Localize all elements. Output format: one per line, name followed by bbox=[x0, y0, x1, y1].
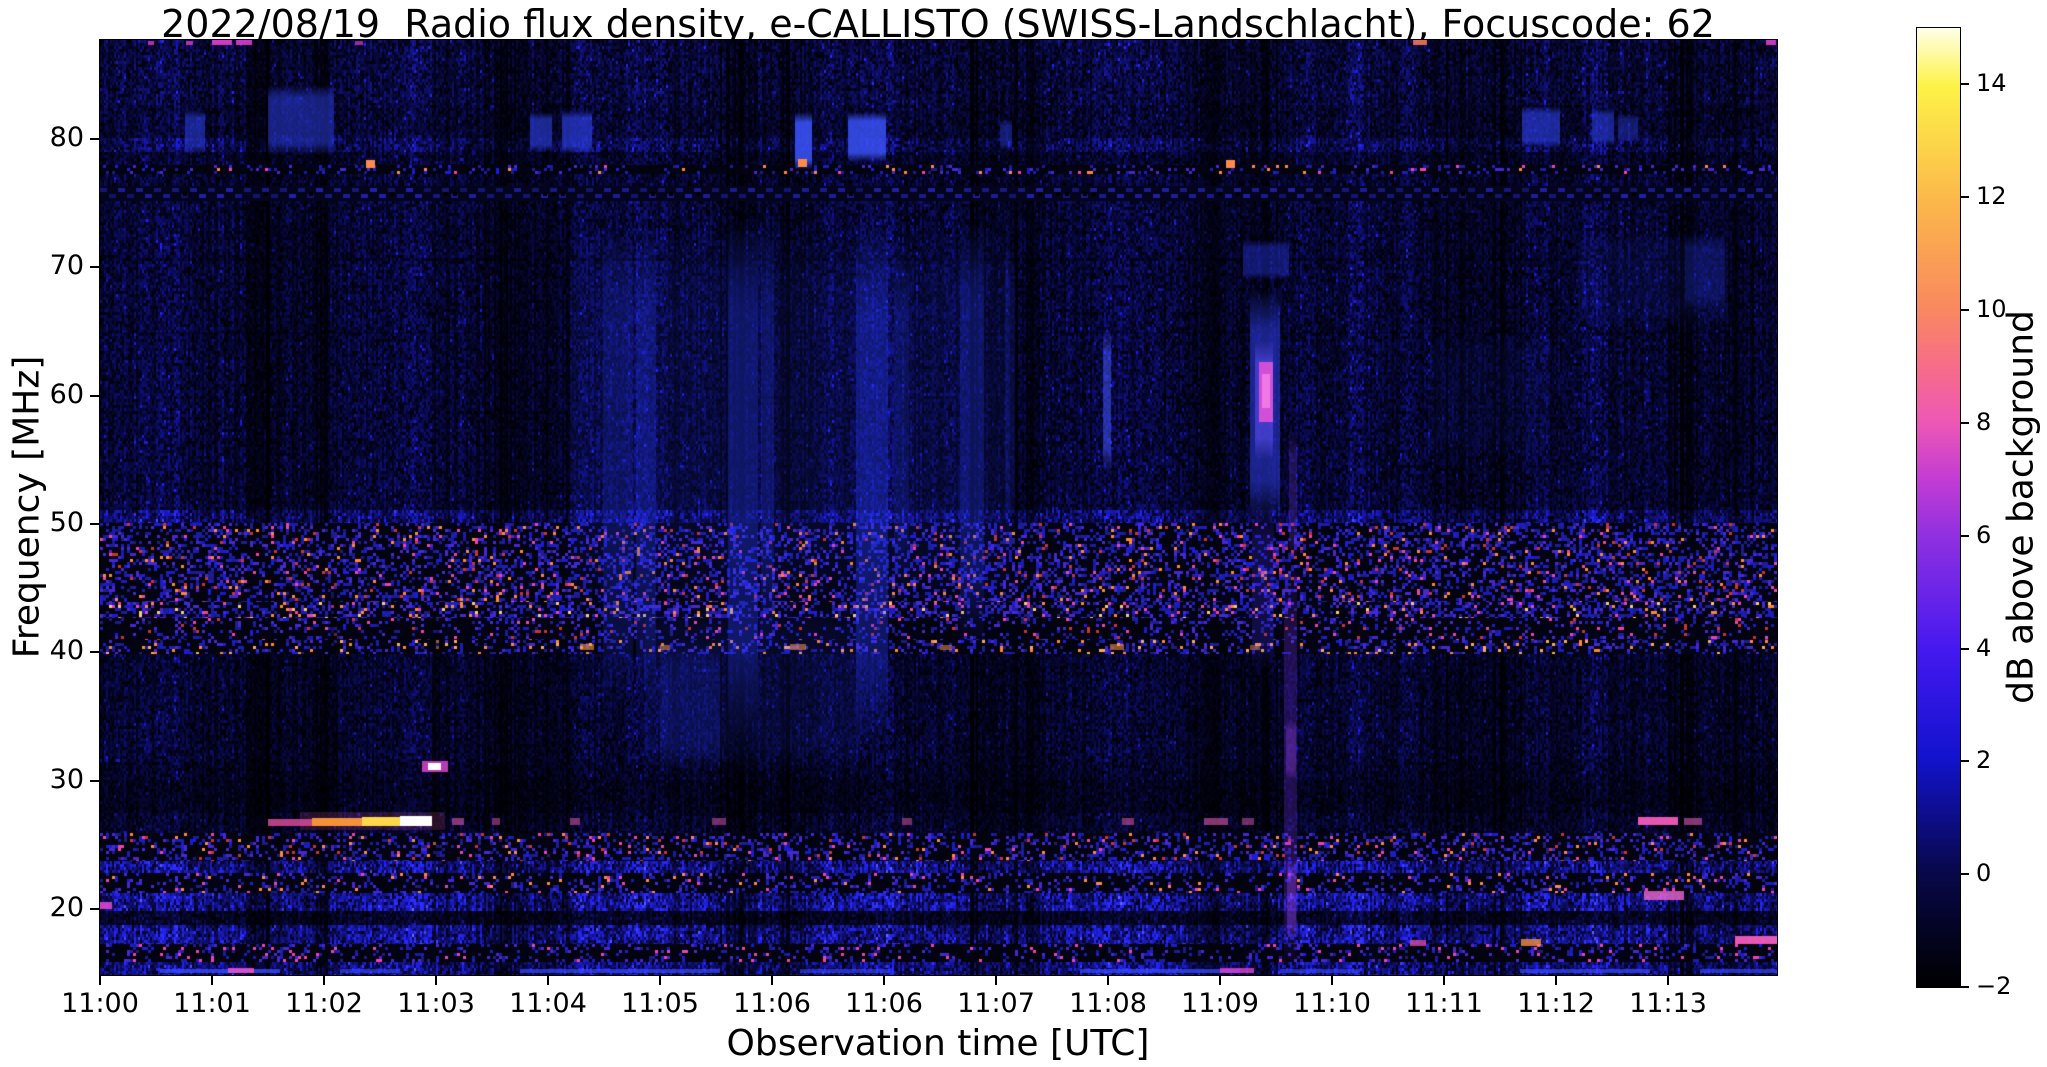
colorbar-tick-label: 8 bbox=[1976, 408, 1991, 436]
spectrogram-plot-area bbox=[99, 39, 1778, 976]
x-tick-label: 11:05 bbox=[621, 988, 699, 1019]
x-tick-mark bbox=[659, 976, 661, 985]
colorbar-tick-label: 6 bbox=[1976, 521, 1991, 549]
x-tick-mark bbox=[211, 976, 213, 985]
x-tick-mark bbox=[323, 976, 325, 985]
colorbar-tick-mark bbox=[1961, 196, 1969, 198]
colorbar-tick-mark bbox=[1961, 648, 1969, 650]
x-tick-mark bbox=[883, 976, 885, 985]
x-tick-mark bbox=[1555, 976, 1557, 985]
x-tick-label: 11:11 bbox=[1405, 988, 1483, 1019]
x-tick-label: 11:09 bbox=[1181, 988, 1259, 1019]
colorbar-tick-label: 4 bbox=[1976, 634, 1991, 662]
x-tick-label: 11:00 bbox=[61, 988, 139, 1019]
x-tick-mark bbox=[99, 976, 101, 985]
x-tick-mark bbox=[1331, 976, 1333, 985]
spectrogram-image bbox=[100, 40, 1777, 975]
colorbar-tick-mark bbox=[1961, 83, 1969, 85]
x-tick-mark bbox=[1667, 976, 1669, 985]
colorbar-tick-mark bbox=[1961, 309, 1969, 311]
y-tick-label: 70 bbox=[0, 250, 84, 281]
y-tick-mark bbox=[90, 266, 99, 268]
colorbar bbox=[1916, 27, 1961, 988]
x-tick-label: 11:07 bbox=[957, 988, 1035, 1019]
y-tick-label: 60 bbox=[0, 379, 84, 410]
y-tick-mark bbox=[90, 780, 99, 782]
x-tick-label: 11:02 bbox=[285, 988, 363, 1019]
colorbar-tick-mark bbox=[1961, 873, 1969, 875]
spectrogram-figure: 2022/08/19 Radio flux density, e-CALLIST… bbox=[0, 0, 2047, 1067]
colorbar-tick-mark bbox=[1961, 986, 1969, 988]
y-tick-mark bbox=[90, 651, 99, 653]
x-tick-label: 11:13 bbox=[1629, 988, 1707, 1019]
x-axis-label: Observation time [UTC] bbox=[727, 1023, 1150, 1064]
y-tick-mark bbox=[90, 908, 99, 910]
x-tick-mark bbox=[435, 976, 437, 985]
colorbar-tick-label: 0 bbox=[1976, 859, 1991, 887]
colorbar-tick-label: 14 bbox=[1976, 69, 2007, 97]
x-tick-label: 11:03 bbox=[397, 988, 475, 1019]
x-tick-mark bbox=[1107, 976, 1109, 985]
x-tick-label: 11:01 bbox=[173, 988, 251, 1019]
colorbar-tick-label: 12 bbox=[1976, 182, 2007, 210]
x-tick-label: 11:06 bbox=[733, 988, 811, 1019]
x-tick-mark bbox=[1219, 976, 1221, 985]
y-tick-mark bbox=[90, 523, 99, 525]
colorbar-tick-label: −2 bbox=[1976, 972, 2011, 1000]
y-tick-label: 20 bbox=[0, 892, 84, 923]
y-tick-label: 50 bbox=[0, 507, 84, 538]
x-tick-label: 11:12 bbox=[1517, 988, 1595, 1019]
y-tick-label: 80 bbox=[0, 122, 84, 153]
colorbar-tick-mark bbox=[1961, 535, 1969, 537]
colorbar-tick-mark bbox=[1961, 760, 1969, 762]
x-tick-label: 11:04 bbox=[509, 988, 587, 1019]
x-tick-mark bbox=[771, 976, 773, 985]
x-tick-label: 11:06 bbox=[845, 988, 923, 1019]
y-tick-label: 30 bbox=[0, 764, 84, 795]
x-tick-mark bbox=[1443, 976, 1445, 985]
x-tick-mark bbox=[547, 976, 549, 985]
colorbar-label: dB above background bbox=[2001, 310, 2042, 704]
y-tick-mark bbox=[90, 395, 99, 397]
colorbar-tick-label: 2 bbox=[1976, 746, 1991, 774]
colorbar-tick-label: 10 bbox=[1976, 295, 2007, 323]
x-tick-label: 11:08 bbox=[1069, 988, 1147, 1019]
y-tick-label: 40 bbox=[0, 635, 84, 666]
colorbar-tick-mark bbox=[1961, 422, 1969, 424]
x-tick-label: 11:10 bbox=[1293, 988, 1371, 1019]
y-tick-mark bbox=[90, 138, 99, 140]
x-tick-mark bbox=[995, 976, 997, 985]
